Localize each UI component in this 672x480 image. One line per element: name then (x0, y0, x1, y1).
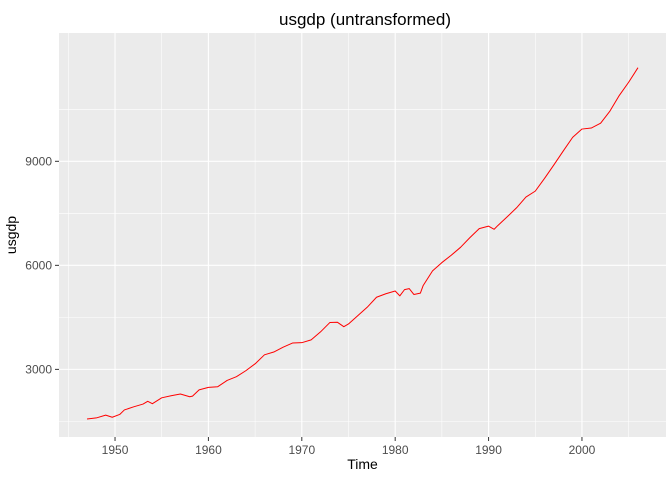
y-tick-label: 6000 (25, 258, 52, 272)
y-tick-label: 9000 (25, 154, 52, 168)
x-tick-label: 1970 (288, 443, 315, 457)
grid-major (59, 33, 666, 437)
x-tick-label: 2000 (569, 443, 596, 457)
chart-title: usgdp (untransformed) (279, 10, 451, 29)
usgdp-series-line (86, 67, 639, 420)
x-tick-label: 1990 (475, 443, 502, 457)
y-axis-title: usgdp (3, 216, 19, 254)
x-tick-label: 1960 (195, 443, 222, 457)
series-layer (86, 67, 639, 420)
x-tick-label: 1980 (382, 443, 409, 457)
x-tick-label: 1950 (102, 443, 129, 457)
x-axis: 1950 1960 1970 1980 1990 2000 (102, 437, 596, 457)
y-axis: 3000 6000 9000 (25, 154, 59, 376)
y-tick-label: 3000 (25, 362, 52, 376)
x-axis-title: Time (347, 456, 378, 472)
plot-panel (59, 33, 666, 437)
grid-minor (59, 33, 666, 437)
